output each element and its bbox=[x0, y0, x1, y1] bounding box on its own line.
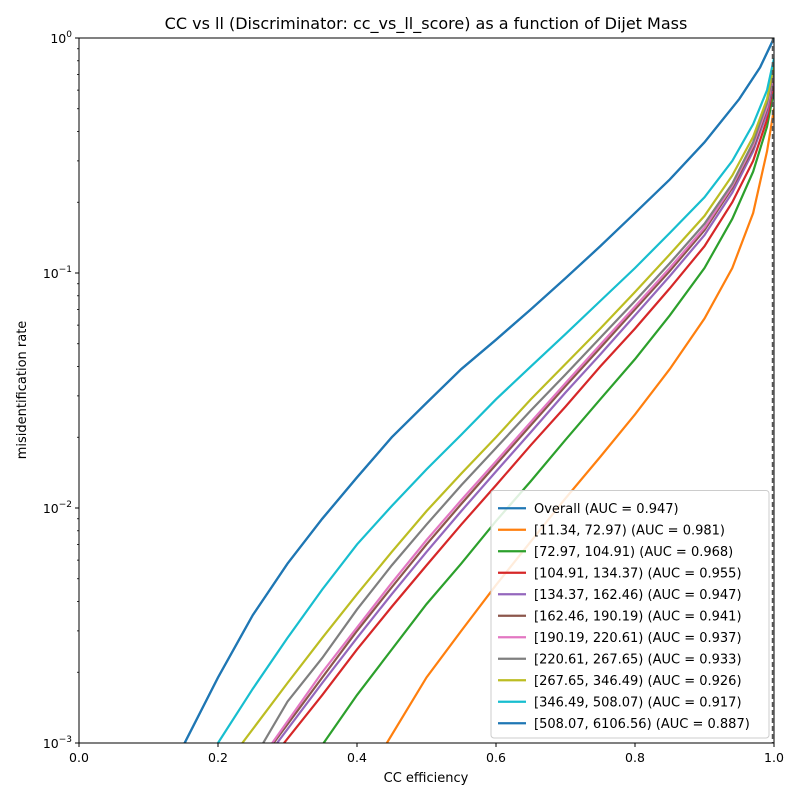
y-axis-ticks: 10−3 10−2 10−1 100 bbox=[43, 30, 79, 751]
x-tick-label: 0.8 bbox=[625, 750, 645, 765]
x-tick-label: 0.0 bbox=[69, 750, 89, 765]
y-axis-label: misidentification rate bbox=[15, 321, 30, 460]
legend-entry: [134.37, 162.46) (AUC = 0.947) bbox=[534, 588, 742, 603]
series-line-10 bbox=[183, 38, 774, 743]
legend-entry: [220.61, 267.65) (AUC = 0.933) bbox=[534, 652, 742, 667]
legend-entry: Overall (AUC = 0.947) bbox=[534, 502, 679, 517]
legend-entry: [267.65, 346.49) (AUC = 0.926) bbox=[534, 674, 742, 689]
series-line-8 bbox=[241, 64, 774, 743]
x-tick-label: 0.6 bbox=[486, 750, 506, 765]
x-tick-label: 0.2 bbox=[208, 750, 228, 765]
series-line-3 bbox=[283, 81, 774, 743]
legend-entry: [72.97, 104.91) (AUC = 0.968) bbox=[534, 545, 733, 560]
legend-box bbox=[490, 490, 770, 739]
x-axis-ticks: 0.0 0.2 0.4 0.6 0.8 1.0 bbox=[69, 743, 784, 765]
legend-entry: [508.07, 6106.56) (AUC = 0.887) bbox=[534, 717, 750, 732]
legend-entry: [346.49, 508.07) (AUC = 0.917) bbox=[534, 695, 742, 710]
legend: Overall (AUC = 0.947) [11.34, 72.97) (AUC… bbox=[490, 490, 770, 739]
plot-frame bbox=[78, 37, 775, 744]
series-line-9 bbox=[217, 58, 774, 743]
series-line-4 bbox=[276, 77, 774, 743]
x-tick-label: 1.0 bbox=[764, 750, 784, 765]
series-line-2 bbox=[322, 89, 774, 743]
y-tick-label: 100 bbox=[50, 30, 72, 46]
legend-entry: [190.19, 220.61) (AUC = 0.937) bbox=[534, 631, 742, 646]
legend-entry: [162.46, 190.19) (AUC = 0.941) bbox=[534, 609, 742, 624]
y-tick-label: 10−2 bbox=[43, 500, 72, 516]
y-tick-label: 10−3 bbox=[43, 735, 72, 751]
legend-entry: [104.91, 134.37) (AUC = 0.955) bbox=[534, 566, 742, 581]
x-axis-label: CC efficiency bbox=[384, 771, 469, 786]
series-line-7 bbox=[262, 68, 774, 743]
series-layer bbox=[183, 38, 774, 743]
y-tick-label: 10−1 bbox=[43, 265, 72, 281]
legend-entry: [11.34, 72.97) (AUC = 0.981) bbox=[534, 523, 725, 538]
series-line-1 bbox=[385, 108, 774, 743]
x-tick-label: 0.4 bbox=[347, 750, 367, 765]
series-line-5 bbox=[272, 74, 774, 743]
chart-title: CC vs ll (Discriminator: cc_vs_ll_score)… bbox=[165, 14, 688, 34]
